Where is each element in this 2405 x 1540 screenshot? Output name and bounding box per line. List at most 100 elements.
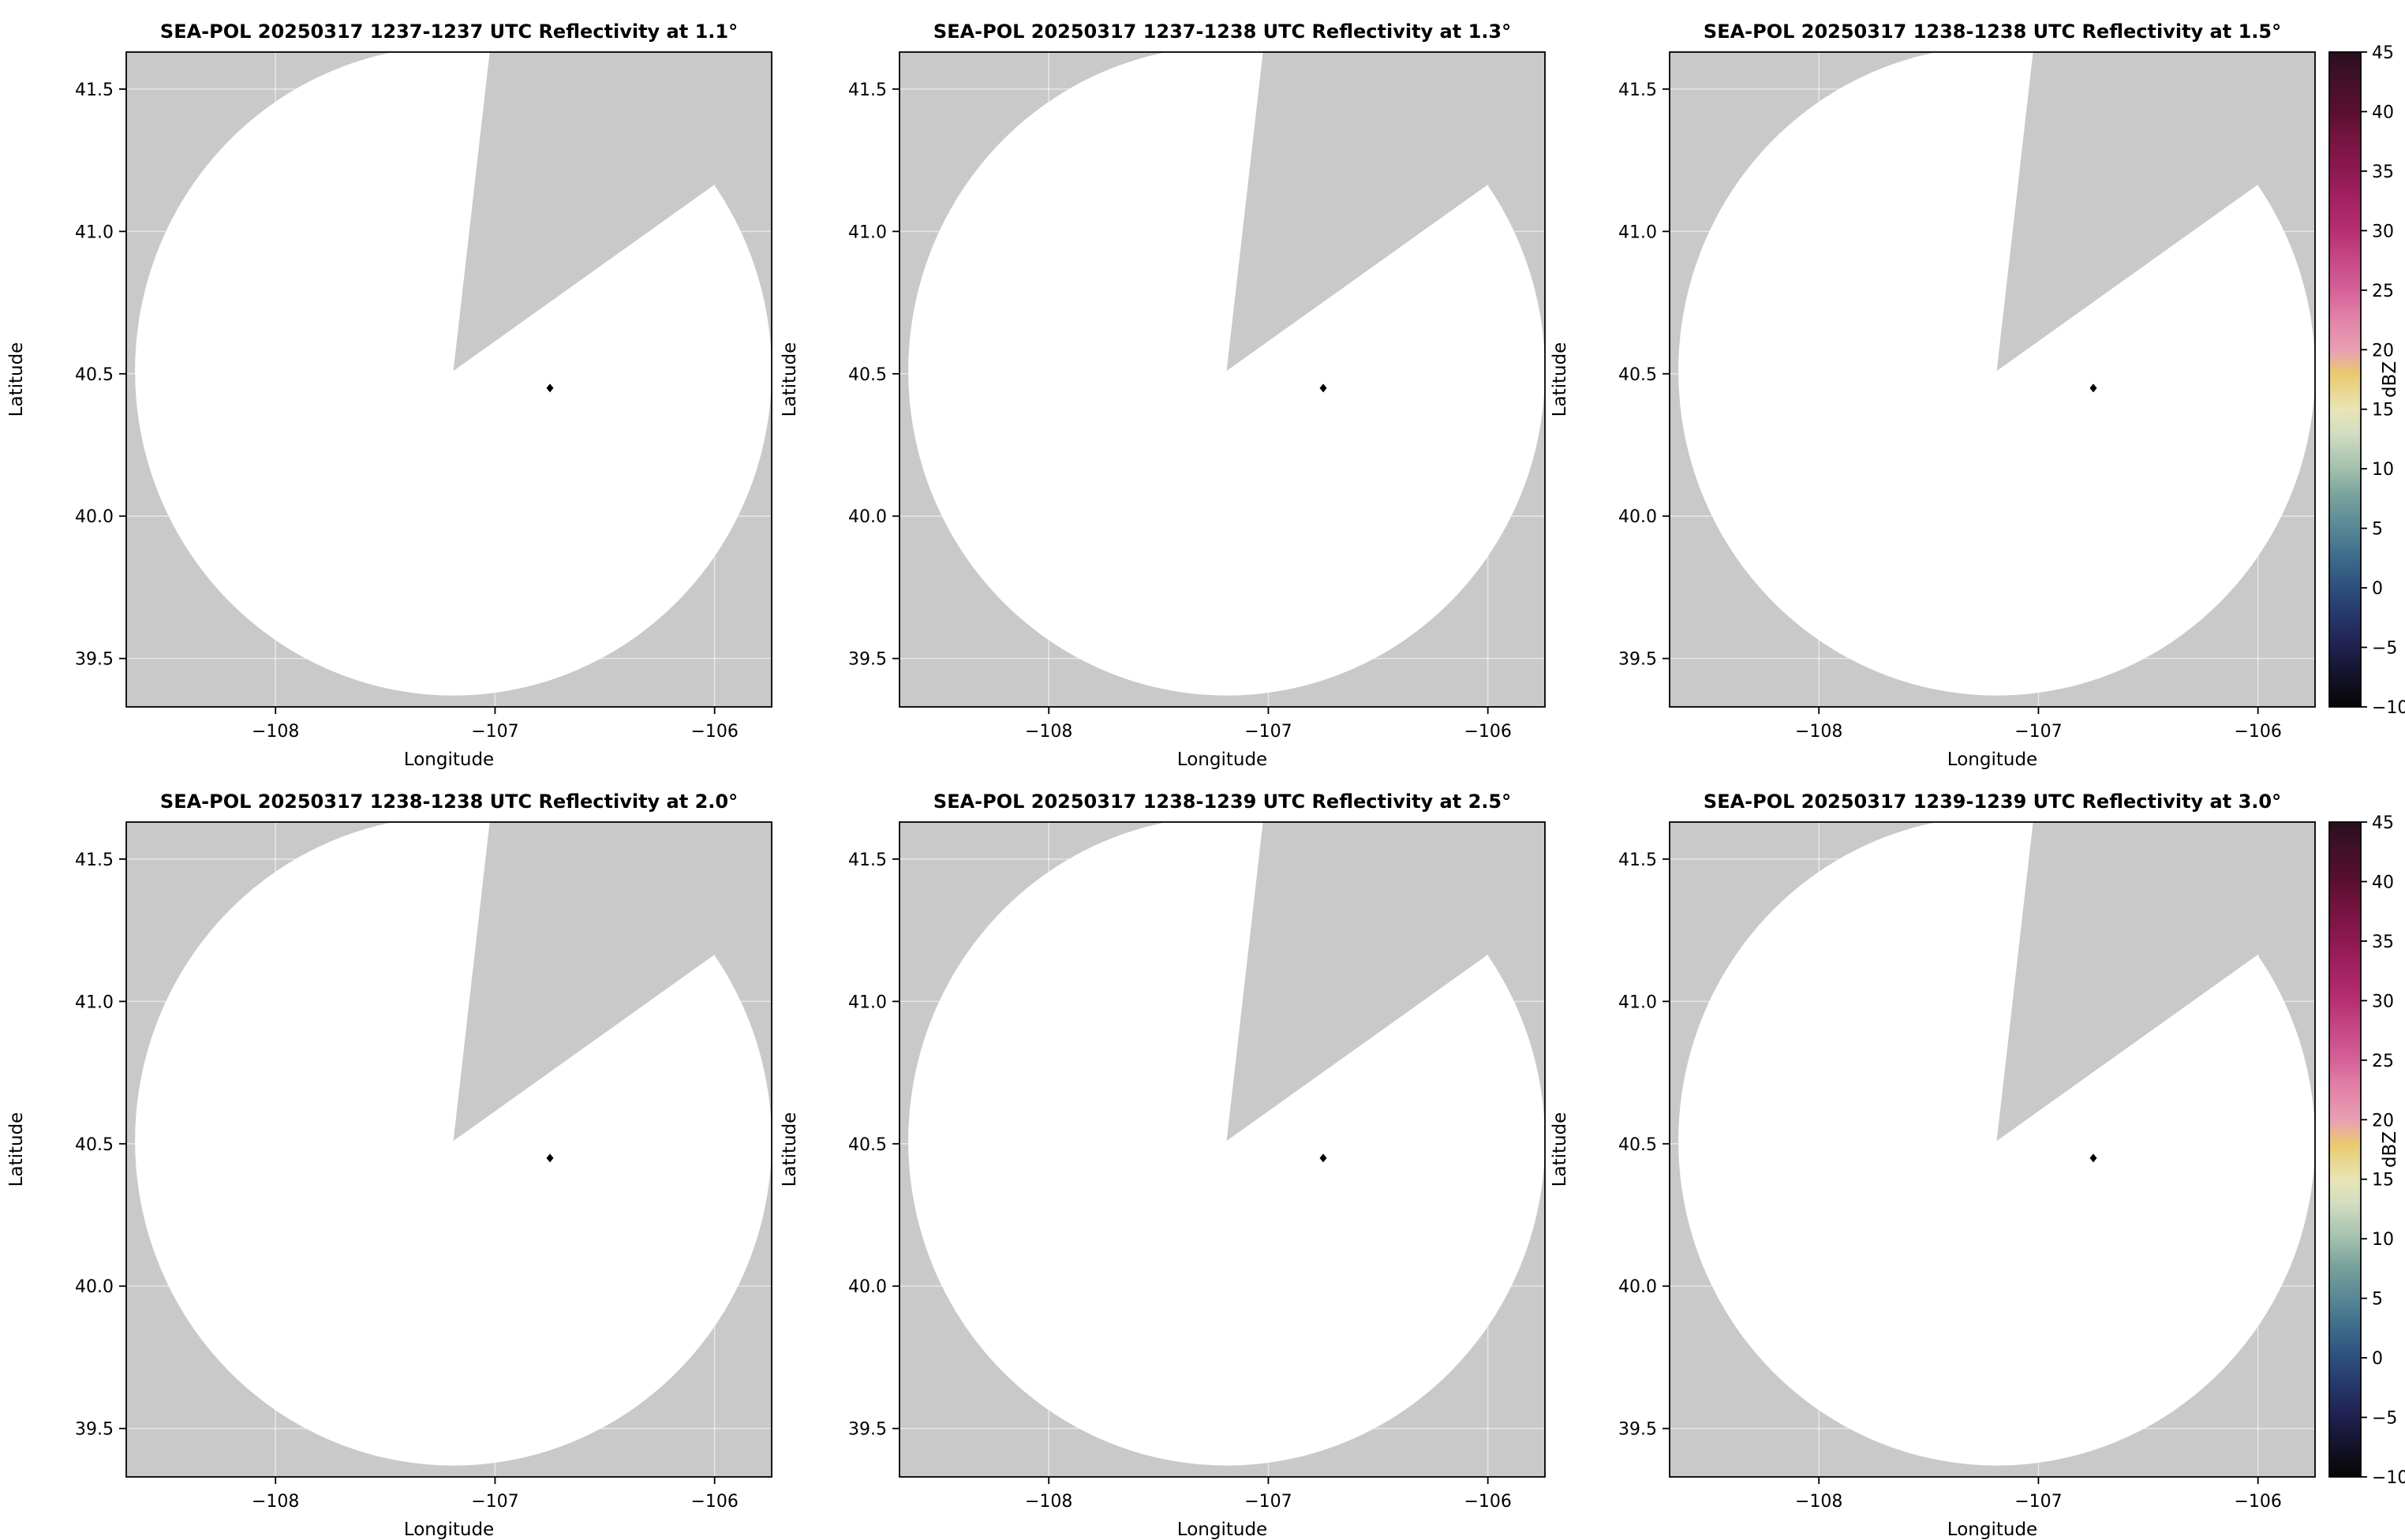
y-axis-label: Latitude (780, 342, 800, 417)
colorbar-tick-label: 25 (2372, 1052, 2394, 1071)
x-axis-label: Longitude (404, 1519, 494, 1540)
radar-panel-2: −108 −107 −106 39.5 40.0 40.5 41.0 41.5 SEA-POL … (780, 21, 1546, 770)
y-axis-label: Latitude (6, 1112, 27, 1187)
colorbar-tick-label: 15 (2372, 401, 2394, 421)
panel-title: SEA-POL 20250317 1238-1238 UTC Reflectiv… (1704, 21, 2281, 43)
y-tick-label: 39.5 (848, 1420, 887, 1440)
x-tick-label: −106 (690, 1492, 738, 1512)
colorbar-tick-label: −5 (2372, 639, 2397, 659)
x-tick-label: −108 (1795, 1492, 1842, 1512)
colorbar-tick-label: −5 (2372, 1409, 2397, 1429)
y-axis-label: Latitude (6, 342, 27, 417)
y-tick-label: 40.0 (1618, 1277, 1657, 1297)
missing-data-sector (1226, 52, 1545, 372)
x-axis-label: Longitude (1177, 1519, 1267, 1540)
x-tick-label: −107 (471, 1492, 518, 1512)
x-tick-label: −108 (252, 1492, 299, 1512)
y-tick-label: 40.5 (1618, 365, 1657, 385)
radar-panel-3: −108 −107 −106 39.5 40.0 40.5 41.0 41.5 SEA-POL … (1550, 21, 2316, 770)
radar-panel-5: −108 −107 −106 39.5 40.0 40.5 41.0 41.5 SEA-POL … (780, 791, 1546, 1540)
missing-data-sector (1226, 822, 1545, 1142)
x-tick-label: −108 (252, 722, 299, 742)
radar-site-marker (2089, 383, 2097, 393)
colorbar-tick-label: 0 (2372, 579, 2383, 599)
x-axis-label: Longitude (1947, 1519, 2037, 1540)
y-axis-label: Latitude (1550, 342, 1570, 417)
y-tick-label: 40.5 (75, 1135, 114, 1155)
plot-border (125, 51, 772, 708)
y-tick-label: 41.5 (848, 80, 887, 100)
colorbar-row-2: 45 40 35 30 25 20 15 10 5 0 −5 −10 dBZ (2328, 813, 2405, 1488)
missing-data-sector (453, 822, 772, 1142)
colorbar-tick-label: 45 (2372, 813, 2394, 833)
y-tick-label: 39.5 (1618, 1420, 1657, 1440)
colorbar-tick-label: 40 (2372, 873, 2394, 892)
colorbar-tick-label: 5 (2372, 1290, 2383, 1310)
y-tick-label: 41.0 (1618, 222, 1657, 242)
radar-panel-6: −108 −107 −106 39.5 40.0 40.5 41.0 41.5 SEA-POL … (1550, 791, 2316, 1540)
colorbar-tick-label: 30 (2372, 222, 2394, 241)
y-tick-label: 40.0 (1618, 507, 1657, 527)
x-tick-label: −106 (690, 722, 738, 742)
colorbar-tick-label: 35 (2372, 163, 2394, 182)
colorbar-tick-label: 10 (2372, 1230, 2394, 1250)
y-tick-label: 40.5 (75, 365, 114, 385)
plot-border (899, 821, 1546, 1478)
colorbar-tick-label: 0 (2372, 1349, 2383, 1369)
y-tick-label: 40.0 (848, 1277, 887, 1297)
colorbar-bar (2328, 51, 2362, 708)
y-tick-label: 41.5 (1618, 850, 1657, 870)
x-tick-label: −107 (2014, 1492, 2062, 1512)
y-tick-label: 40.0 (75, 1277, 114, 1297)
panel-title: SEA-POL 20250317 1237-1237 UTC Reflectiv… (160, 21, 738, 43)
colorbar-tick-label: 30 (2372, 992, 2394, 1011)
x-tick-label: −106 (2234, 722, 2281, 742)
radar-panel-1: −108 −107 −106 39.5 40.0 40.5 41.0 41.5 SEA-POL … (6, 21, 772, 770)
colorbar-tick-label: 10 (2372, 460, 2394, 480)
y-tick-label: 41.5 (848, 850, 887, 870)
x-tick-label: −106 (2234, 1492, 2281, 1512)
missing-data-sector (1996, 52, 2315, 372)
colorbar-bar (2328, 821, 2362, 1478)
y-tick-label: 40.0 (75, 507, 114, 527)
y-tick-label: 41.5 (75, 80, 114, 100)
colorbar-tick-label: 35 (2372, 933, 2394, 952)
x-tick-label: −107 (471, 722, 518, 742)
colorbar-tick-label: 25 (2372, 282, 2394, 301)
colorbar-label: dBZ (2380, 1131, 2400, 1168)
y-tick-label: 39.5 (848, 650, 887, 670)
panel-title: SEA-POL 20250317 1238-1239 UTC Reflectiv… (933, 791, 1511, 813)
y-tick-label: 41.0 (848, 222, 887, 242)
colorbar-tick-label: 40 (2372, 103, 2394, 122)
radar-panel-4: −108 −107 −106 39.5 40.0 40.5 41.0 41.5 SEA-POL … (6, 791, 772, 1540)
x-tick-label: −108 (1025, 722, 1072, 742)
plot-border (125, 821, 772, 1478)
y-tick-label: 41.5 (1618, 80, 1657, 100)
y-tick-label: 39.5 (75, 650, 114, 670)
y-axis-label: Latitude (780, 1112, 800, 1187)
x-tick-label: −107 (1244, 722, 1292, 742)
x-axis-label: Longitude (404, 749, 494, 770)
y-tick-label: 40.5 (848, 1135, 887, 1155)
radar-site-marker (2089, 1153, 2097, 1163)
y-tick-label: 39.5 (1618, 650, 1657, 670)
panel-title: SEA-POL 20250317 1239-1239 UTC Reflectiv… (1704, 791, 2281, 813)
y-tick-label: 41.0 (75, 222, 114, 242)
radar-site-marker (1319, 1153, 1327, 1163)
y-tick-label: 39.5 (75, 1420, 114, 1440)
colorbar-tick-label: 15 (2372, 1171, 2394, 1191)
panel-title: SEA-POL 20250317 1238-1238 UTC Reflectiv… (160, 791, 738, 813)
colorbar-tick-label: 5 (2372, 520, 2383, 540)
x-tick-label: −108 (1795, 722, 1842, 742)
y-tick-label: 40.5 (1618, 1135, 1657, 1155)
colorbar-label: dBZ (2380, 361, 2400, 398)
radar-site-marker (546, 383, 554, 393)
radar-site-marker (1319, 383, 1327, 393)
x-tick-label: −106 (1464, 1492, 1511, 1512)
radar-site-marker (546, 1153, 554, 1163)
y-axis-label: Latitude (1550, 1112, 1570, 1187)
colorbar-tick-label: −10 (2372, 698, 2405, 718)
y-tick-label: 41.5 (75, 850, 114, 870)
x-tick-label: −108 (1025, 1492, 1072, 1512)
